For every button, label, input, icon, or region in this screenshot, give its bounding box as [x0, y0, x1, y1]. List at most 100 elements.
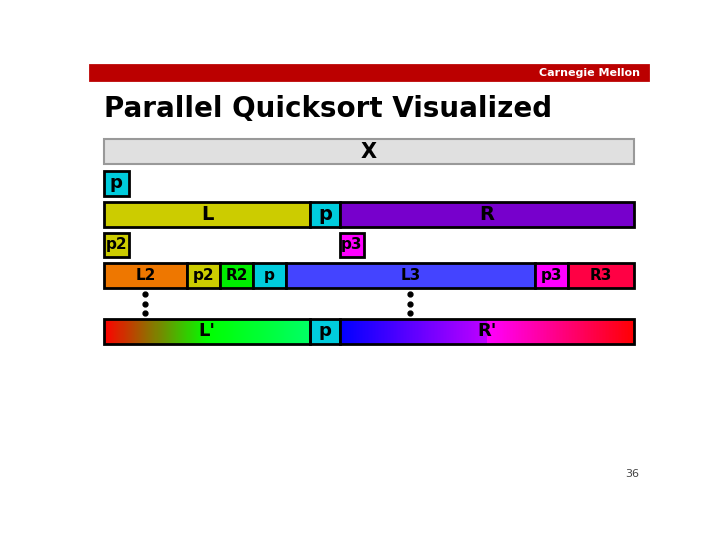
Bar	[186, 264, 220, 288]
Bar	[503, 319, 505, 343]
Bar	[260, 319, 261, 343]
Bar	[104, 264, 186, 288]
Bar	[137, 319, 138, 343]
Bar	[628, 319, 630, 343]
Bar	[213, 319, 215, 343]
Bar	[412, 319, 413, 343]
Bar	[346, 319, 347, 343]
Bar	[310, 319, 340, 343]
Bar	[549, 319, 551, 343]
Bar	[287, 319, 288, 343]
Bar	[298, 319, 299, 343]
Bar	[127, 319, 128, 343]
Bar	[612, 319, 614, 343]
Text: p3: p3	[341, 238, 363, 253]
Bar	[554, 319, 557, 343]
Bar	[194, 319, 195, 343]
Bar	[182, 319, 184, 343]
Bar	[398, 319, 400, 343]
Bar	[166, 319, 167, 343]
Bar	[618, 319, 620, 343]
Bar	[104, 319, 310, 343]
Bar	[163, 319, 164, 343]
Bar	[117, 319, 119, 343]
Bar	[446, 319, 447, 343]
Bar	[536, 319, 537, 343]
Bar	[258, 319, 260, 343]
Bar	[150, 319, 152, 343]
Bar	[590, 319, 592, 343]
Bar	[184, 319, 186, 343]
Bar	[490, 319, 492, 343]
Bar	[550, 319, 552, 343]
Text: p: p	[318, 322, 331, 340]
Bar	[290, 319, 292, 343]
Bar	[160, 319, 161, 343]
Bar	[256, 319, 258, 343]
Bar	[621, 319, 623, 343]
Bar	[230, 319, 231, 343]
Bar	[613, 319, 616, 343]
Bar	[457, 319, 459, 343]
Bar	[233, 319, 234, 343]
Text: p: p	[264, 268, 275, 284]
Bar	[308, 319, 310, 343]
Bar	[144, 319, 145, 343]
Bar	[567, 319, 568, 343]
Bar	[276, 319, 277, 343]
Bar	[580, 319, 582, 343]
Bar	[234, 319, 235, 343]
Bar	[284, 319, 286, 343]
Bar	[242, 319, 243, 343]
Bar	[274, 319, 276, 343]
Bar	[366, 319, 368, 343]
Bar	[629, 319, 631, 343]
Bar	[165, 319, 166, 343]
Bar	[114, 319, 116, 343]
Bar	[606, 319, 608, 343]
Bar	[280, 319, 282, 343]
Bar	[416, 319, 418, 343]
Bar	[602, 319, 603, 343]
Bar	[220, 264, 253, 288]
Bar	[436, 319, 437, 343]
Bar	[132, 319, 133, 343]
Bar	[408, 319, 409, 343]
Bar	[374, 319, 375, 343]
Bar	[568, 319, 570, 343]
Bar	[528, 319, 530, 343]
Bar	[240, 319, 241, 343]
Bar	[605, 319, 606, 343]
Bar	[246, 319, 248, 343]
Bar	[600, 319, 602, 343]
Bar	[388, 319, 390, 343]
Bar	[392, 319, 395, 343]
Bar	[292, 319, 293, 343]
Bar	[515, 319, 517, 343]
Bar	[409, 319, 410, 343]
Bar	[109, 319, 111, 343]
Bar	[108, 319, 109, 343]
Bar	[519, 319, 521, 343]
Bar	[460, 319, 462, 343]
Bar	[118, 319, 120, 343]
Bar	[279, 319, 281, 343]
Bar	[356, 319, 358, 343]
Bar	[599, 319, 600, 343]
Bar	[307, 319, 308, 343]
Bar	[207, 319, 209, 343]
Bar	[447, 319, 449, 343]
Bar	[559, 319, 561, 343]
Bar	[286, 264, 535, 288]
Bar	[178, 319, 179, 343]
Bar	[271, 319, 272, 343]
Bar	[129, 319, 130, 343]
Bar	[105, 319, 107, 343]
Text: R2: R2	[225, 268, 248, 284]
Bar	[220, 319, 222, 343]
Bar	[185, 319, 186, 343]
Bar	[211, 319, 212, 343]
Bar	[624, 319, 626, 343]
Bar	[488, 319, 490, 343]
Bar	[146, 319, 148, 343]
